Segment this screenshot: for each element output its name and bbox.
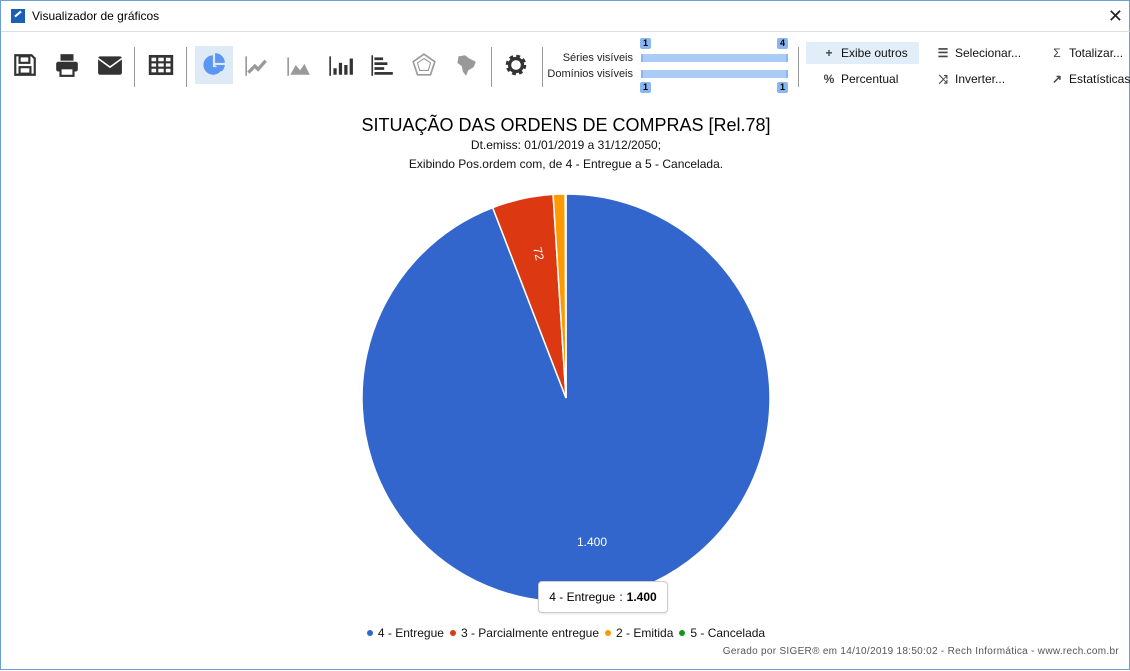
- area-chart-icon: [287, 57, 310, 76]
- save-icon: [14, 54, 36, 76]
- inverter-label: Inverter...: [955, 72, 1006, 86]
- percent-icon: %: [823, 72, 835, 86]
- bar-chart-icon: [329, 56, 353, 76]
- chart-title: SITUAÇÃO DAS ORDENS DE COMPRAS [Rel.78]: [361, 115, 771, 135]
- chart-subtitle-dates: Dt.emiss: 01/01/2019 a 31/12/2050;: [470, 138, 662, 152]
- horizontal-bar-button[interactable]: [363, 46, 401, 84]
- table-button[interactable]: [142, 46, 180, 84]
- data-label: 72: [530, 246, 547, 262]
- trend-icon: ↗: [1051, 72, 1063, 86]
- estatisticas-label: Estatísticas: [1069, 72, 1130, 86]
- domains-min-handle[interactable]: 1: [640, 82, 651, 93]
- domains-visible-slider[interactable]: [641, 70, 788, 78]
- tooltip: 4 - Entregue:1.400: [538, 581, 668, 613]
- settings-icon: [505, 54, 527, 76]
- settings-button[interactable]: [497, 46, 535, 84]
- legend-dot-icon: [366, 630, 373, 636]
- email-icon: [97, 56, 123, 75]
- pie-slice[interactable]: [361, 193, 771, 603]
- domains-visible-label: Domínios visíveis: [547, 68, 633, 80]
- title-bar: Visualizador de gráficos ✕: [1, 1, 1130, 32]
- legend-label: 4 - Entregue: [377, 626, 444, 640]
- legend-item[interactable]: 3 - Parcialmente entregue: [449, 626, 600, 640]
- series-max-handle[interactable]: 4: [777, 38, 788, 49]
- selecionar-label: Selecionar...: [955, 46, 1022, 60]
- series-min-handle[interactable]: 1: [640, 38, 651, 49]
- sigma-icon: Σ: [1053, 46, 1061, 60]
- line-chart-icon: [245, 56, 267, 76]
- pie-slice[interactable]: [552, 193, 567, 399]
- radar-chart-button[interactable]: [405, 46, 443, 84]
- horizontal-bar-icon: [371, 55, 393, 76]
- table-icon: [148, 54, 174, 76]
- print-icon: [56, 54, 78, 77]
- legend-label: 5 - Cancelada: [690, 626, 766, 640]
- totalizar-button[interactable]: Σ Totalizar...: [1050, 42, 1123, 64]
- map-icon: [457, 55, 476, 76]
- pie-chart-button[interactable]: [195, 46, 233, 84]
- list-icon: ☰: [937, 46, 949, 60]
- pie-slice[interactable]: [564, 193, 567, 399]
- line-chart-button[interactable]: [238, 46, 276, 84]
- tooltip-value: 1.400: [626, 590, 657, 604]
- percentual-label: Percentual: [841, 72, 899, 86]
- exibe-outros-label: Exibe outros: [841, 46, 908, 60]
- series-visible-label: Séries visíveis: [562, 52, 633, 64]
- legend-dot-icon: [679, 630, 686, 636]
- pie-chart-icon: [203, 53, 225, 75]
- window-title: Visualizador de gráficos: [32, 9, 160, 23]
- percentual-button[interactable]: % Percentual: [822, 68, 899, 90]
- print-button[interactable]: [48, 46, 86, 84]
- save-button[interactable]: [6, 46, 44, 84]
- email-button[interactable]: [91, 46, 129, 84]
- domains-max-handle[interactable]: 1: [777, 82, 788, 93]
- pie-slice[interactable]: [491, 193, 567, 399]
- data-label: 1.400: [577, 535, 607, 549]
- legend-dot-icon: [605, 630, 612, 636]
- legend-item[interactable]: 4 - Entregue: [366, 626, 444, 640]
- legend-label: 2 - Emitida: [616, 626, 674, 640]
- legend: 4 - Entregue 3 - Parcialmente entregue 2 -…: [1, 626, 1130, 640]
- estatisticas-button[interactable]: ↗ Estatísticas: [1050, 68, 1130, 90]
- app-icon: [11, 9, 25, 23]
- separator: [186, 47, 187, 87]
- tooltip-label: 4 - Entregue: [549, 590, 616, 604]
- inverter-button[interactable]: ⤨ Inverter...: [936, 68, 1005, 90]
- bar-chart-button[interactable]: [322, 46, 360, 84]
- radar-chart-icon: [412, 53, 436, 76]
- separator: [542, 47, 543, 87]
- separator: [491, 47, 492, 87]
- area-chart-button[interactable]: [280, 46, 318, 84]
- plus-icon: +: [825, 46, 833, 60]
- totalizar-label: Totalizar...: [1069, 46, 1124, 60]
- separator: [134, 47, 135, 87]
- separator: [798, 47, 799, 87]
- series-visible-slider[interactable]: [641, 54, 788, 62]
- exibe-outros-button[interactable]: + Exibe outros: [806, 42, 919, 64]
- legend-item[interactable]: 5 - Cancelada: [679, 626, 765, 640]
- legend-dot-icon: [449, 630, 456, 636]
- map-button[interactable]: [446, 46, 484, 84]
- selecionar-button[interactable]: ☰ Selecionar...: [936, 42, 1021, 64]
- legend-item[interactable]: 2 - Emitida: [605, 626, 673, 640]
- legend-label: 3 - Parcialmente entregue: [460, 626, 600, 640]
- chart-subtitle-filter: Exibindo Pos.ordem com, de 4 - Entregue …: [408, 157, 724, 171]
- shuffle-icon: ⤨: [938, 71, 948, 86]
- footer-credit: Gerado por SIGER® em 14/10/2019 18:50:02…: [722, 646, 1119, 657]
- close-button[interactable]: ✕: [1107, 6, 1123, 26]
